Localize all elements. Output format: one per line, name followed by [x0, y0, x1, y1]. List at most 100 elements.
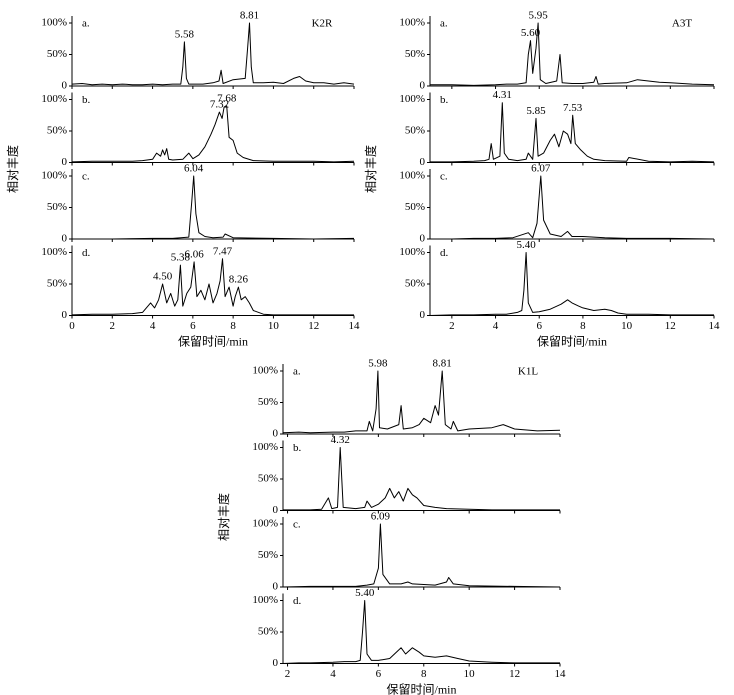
x-tick-label: 10 — [464, 668, 476, 680]
trace — [71, 258, 354, 316]
y-tick-label: 0 — [62, 80, 68, 92]
y-tick-label: 100% — [399, 246, 425, 258]
x-tick-label: 4 — [330, 668, 336, 680]
peak-label: 6.06 — [184, 248, 204, 260]
panel-label: d. — [82, 247, 91, 259]
y-tick-label: 100% — [252, 365, 278, 377]
chart-title: K2R — [312, 18, 333, 30]
trace — [430, 22, 715, 86]
panel-label: c. — [82, 171, 90, 183]
y-tick-label: 0 — [273, 657, 279, 669]
panel-label: d. — [440, 247, 449, 259]
y-tick-label: 100% — [252, 441, 278, 453]
x-tick-label: 2 — [449, 320, 455, 332]
x-tick-label: 6 — [190, 320, 196, 332]
peak-label: 5.85 — [526, 105, 546, 117]
y-tick-label: 0 — [420, 80, 426, 92]
y-tick-label: 50% — [258, 396, 278, 408]
peak-label: 5.40 — [355, 587, 375, 599]
y-tick-label: 0 — [62, 156, 68, 168]
x-tick-label: 8 — [580, 320, 586, 332]
peak-label: 7.32 — [210, 99, 229, 111]
y-tick-label: 50% — [258, 626, 278, 638]
y-tick-label: 50% — [47, 278, 67, 290]
y-tick-label: 0 — [273, 581, 279, 593]
x-tick-label: 4 — [493, 320, 499, 332]
y-tick-label: 0 — [273, 504, 279, 516]
chart-title: K1L — [518, 366, 538, 378]
x-tick-label: 14 — [349, 320, 361, 332]
y-tick-label: 100% — [399, 93, 425, 105]
peak-label: 7.47 — [213, 245, 233, 257]
x-axis-label: 保留时间/min — [386, 682, 456, 695]
trace — [430, 175, 715, 240]
y-tick-label: 0 — [273, 428, 279, 440]
peak-label: 5.95 — [529, 10, 549, 22]
x-tick-label: 12 — [308, 320, 319, 332]
peak-label: 5.60 — [521, 27, 541, 39]
x-tick-label: 10 — [268, 320, 280, 332]
y-tick-label: 50% — [47, 125, 67, 137]
peak-label: 8.81 — [240, 10, 259, 22]
y-axis-label: 相对丰度 — [5, 145, 20, 193]
peak-label: 5.40 — [516, 239, 536, 251]
y-tick-label: 100% — [41, 246, 67, 258]
panel-label: a. — [440, 18, 448, 30]
y-tick-label: 50% — [405, 201, 425, 213]
x-tick-label: 2 — [110, 320, 116, 332]
y-tick-label: 100% — [252, 518, 278, 530]
y-tick-label: 0 — [62, 233, 68, 245]
panel-label: c. — [440, 171, 448, 183]
peak-label: 4.31 — [493, 89, 512, 101]
peak-label: 6.09 — [371, 511, 391, 523]
trace — [71, 105, 355, 163]
trace — [282, 523, 561, 588]
peak-label: 6.07 — [531, 163, 551, 175]
peak-label: 4.50 — [153, 271, 173, 283]
y-tick-label: 100% — [399, 17, 425, 29]
y-tick-label: 0 — [420, 233, 426, 245]
y-tick-label: 100% — [252, 594, 278, 606]
y-axis-label: 相对丰度 — [363, 145, 378, 193]
trace — [72, 175, 355, 240]
x-tick-label: 4 — [150, 320, 156, 332]
y-tick-label: 50% — [47, 48, 67, 60]
y-tick-label: 100% — [399, 170, 425, 182]
x-tick-label: 10 — [621, 320, 633, 332]
x-tick-label: 14 — [555, 668, 567, 680]
peak-label: 8.26 — [229, 274, 249, 286]
trace — [282, 600, 560, 664]
y-tick-label: 100% — [41, 17, 67, 29]
y-axis-label: 相对丰度 — [216, 493, 231, 541]
x-tick-label: 6 — [376, 668, 382, 680]
y-tick-label: 50% — [405, 48, 425, 60]
y-tick-label: 0 — [420, 156, 426, 168]
panel-label: a. — [293, 366, 301, 378]
trace — [430, 102, 715, 163]
trace — [429, 252, 714, 316]
x-axis-label: 保留时间/min — [178, 334, 248, 348]
x-axis-label: 保留时间/min — [537, 334, 607, 348]
x-tick-label: 6 — [536, 320, 542, 332]
y-tick-label: 0 — [420, 309, 426, 321]
trace — [282, 370, 561, 434]
panel-label: b. — [440, 94, 449, 106]
y-tick-label: 100% — [41, 93, 67, 105]
chart-title: A3T — [672, 18, 692, 30]
panel-label: b. — [82, 94, 91, 106]
x-tick-label: 12 — [509, 668, 520, 680]
peak-label: 5.58 — [175, 28, 195, 40]
peak-label: 6.04 — [184, 163, 204, 175]
peak-label: 7.68 — [217, 92, 237, 104]
y-tick-label: 50% — [258, 473, 278, 485]
panel-label: c. — [293, 519, 301, 531]
peak-label: 5.38 — [171, 252, 191, 264]
x-tick-label: 8 — [230, 320, 236, 332]
trace — [283, 447, 560, 511]
panel-label: a. — [82, 18, 90, 30]
y-tick-label: 50% — [258, 549, 278, 561]
peak-label: 4.32 — [331, 434, 350, 446]
panel-label: d. — [293, 595, 302, 607]
peak-label: 5.98 — [368, 358, 388, 370]
